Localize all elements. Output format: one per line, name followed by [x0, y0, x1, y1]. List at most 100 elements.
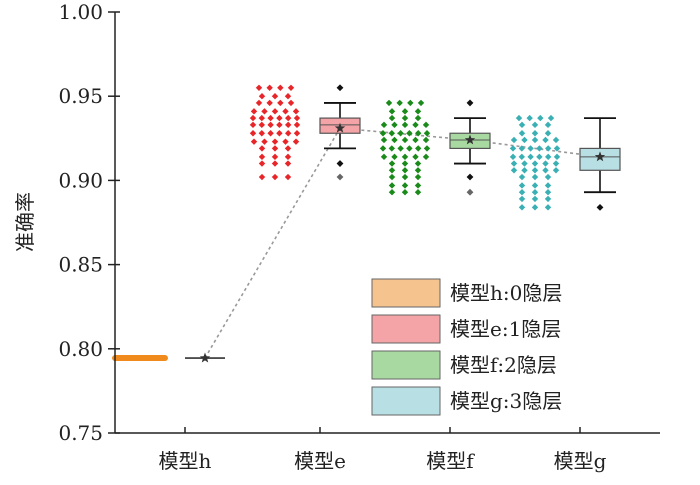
data-point	[277, 99, 284, 107]
data-point	[536, 145, 543, 152]
data-point	[422, 153, 430, 161]
data-point	[261, 138, 268, 145]
data-point	[544, 130, 552, 137]
data-point	[415, 145, 422, 152]
data-point	[401, 121, 409, 129]
data-point	[285, 121, 292, 129]
data-point	[422, 136, 430, 144]
data-point	[527, 153, 534, 161]
data-point	[552, 136, 560, 144]
data-point	[284, 145, 292, 152]
x-tick-label: 模型e	[294, 449, 346, 473]
data-point	[401, 188, 409, 196]
data-point	[271, 108, 279, 115]
y-tick-label: 0.95	[58, 84, 103, 108]
data-point	[553, 153, 561, 161]
data-point	[521, 136, 528, 144]
data-point	[412, 121, 419, 129]
data-point	[544, 173, 552, 181]
data-point	[544, 182, 552, 189]
x-tick-label: 模型g	[554, 449, 607, 473]
data-point	[415, 130, 422, 137]
data-point	[531, 160, 539, 167]
data-point	[379, 130, 387, 137]
data-point	[388, 188, 396, 196]
data-point	[276, 130, 283, 137]
data-point	[526, 114, 533, 122]
data-point	[293, 121, 301, 129]
legend-label: 模型f:2隐层	[450, 353, 557, 377]
data-point	[537, 114, 544, 122]
plot-area	[112, 84, 621, 363]
data-point	[527, 145, 534, 152]
data-point	[406, 145, 413, 152]
axes: 准确率	[13, 12, 660, 434]
data-point	[258, 130, 265, 137]
data-point	[249, 130, 257, 137]
data-point	[391, 121, 398, 129]
data-point	[545, 153, 552, 161]
box-iqr	[579, 147, 621, 171]
data-point	[255, 99, 263, 107]
data-point	[388, 167, 396, 174]
data-point	[518, 188, 526, 196]
data-point	[518, 121, 526, 129]
data-point	[388, 173, 396, 181]
data-point	[249, 121, 257, 129]
data-point	[285, 114, 292, 122]
data-point	[282, 138, 289, 145]
data-point	[531, 188, 539, 196]
data-point	[255, 84, 263, 91]
data-point	[258, 160, 266, 167]
data-point	[518, 130, 526, 137]
data-point	[271, 160, 279, 167]
data-point	[258, 114, 265, 122]
data-point	[552, 167, 560, 174]
mean-marker	[594, 151, 606, 162]
data-point	[277, 84, 284, 91]
data-point	[250, 138, 258, 145]
data-point	[414, 173, 422, 181]
data-point	[521, 167, 528, 174]
data-point	[509, 153, 517, 161]
data-point	[531, 136, 539, 144]
data-point	[401, 173, 409, 181]
data-point	[284, 173, 292, 181]
data-point	[401, 182, 409, 189]
legend-swatch	[371, 350, 441, 380]
data-point	[544, 121, 552, 129]
data-point	[531, 130, 539, 137]
data-point	[271, 173, 279, 181]
data-point	[545, 145, 552, 152]
legend-label: 模型h:0隐层	[450, 281, 562, 305]
series-2	[249, 84, 361, 181]
data-point	[414, 167, 422, 174]
data-point	[267, 114, 274, 122]
data-point	[542, 160, 549, 167]
data-point	[536, 153, 543, 161]
outlier-point	[336, 160, 344, 167]
data-point-cluster	[112, 355, 168, 362]
data-point	[414, 114, 422, 122]
data-point	[271, 145, 279, 152]
data-point	[266, 84, 273, 91]
x-tick-label: 模型f	[426, 449, 475, 473]
data-point	[544, 188, 552, 196]
data-point	[250, 108, 258, 115]
data-point	[417, 99, 425, 107]
data-point	[293, 130, 301, 137]
legend-swatch	[371, 278, 441, 308]
data-point	[249, 114, 257, 122]
data-point	[388, 145, 395, 152]
mean-marker	[199, 352, 211, 363]
data-point	[552, 160, 560, 167]
data-point	[391, 153, 398, 161]
data-point	[422, 121, 430, 129]
data-point	[531, 182, 539, 189]
data-point	[388, 182, 396, 189]
y-tick-label: 0.80	[58, 337, 103, 361]
legend-swatch	[371, 386, 441, 416]
y-tick-label: 0.85	[58, 253, 103, 277]
